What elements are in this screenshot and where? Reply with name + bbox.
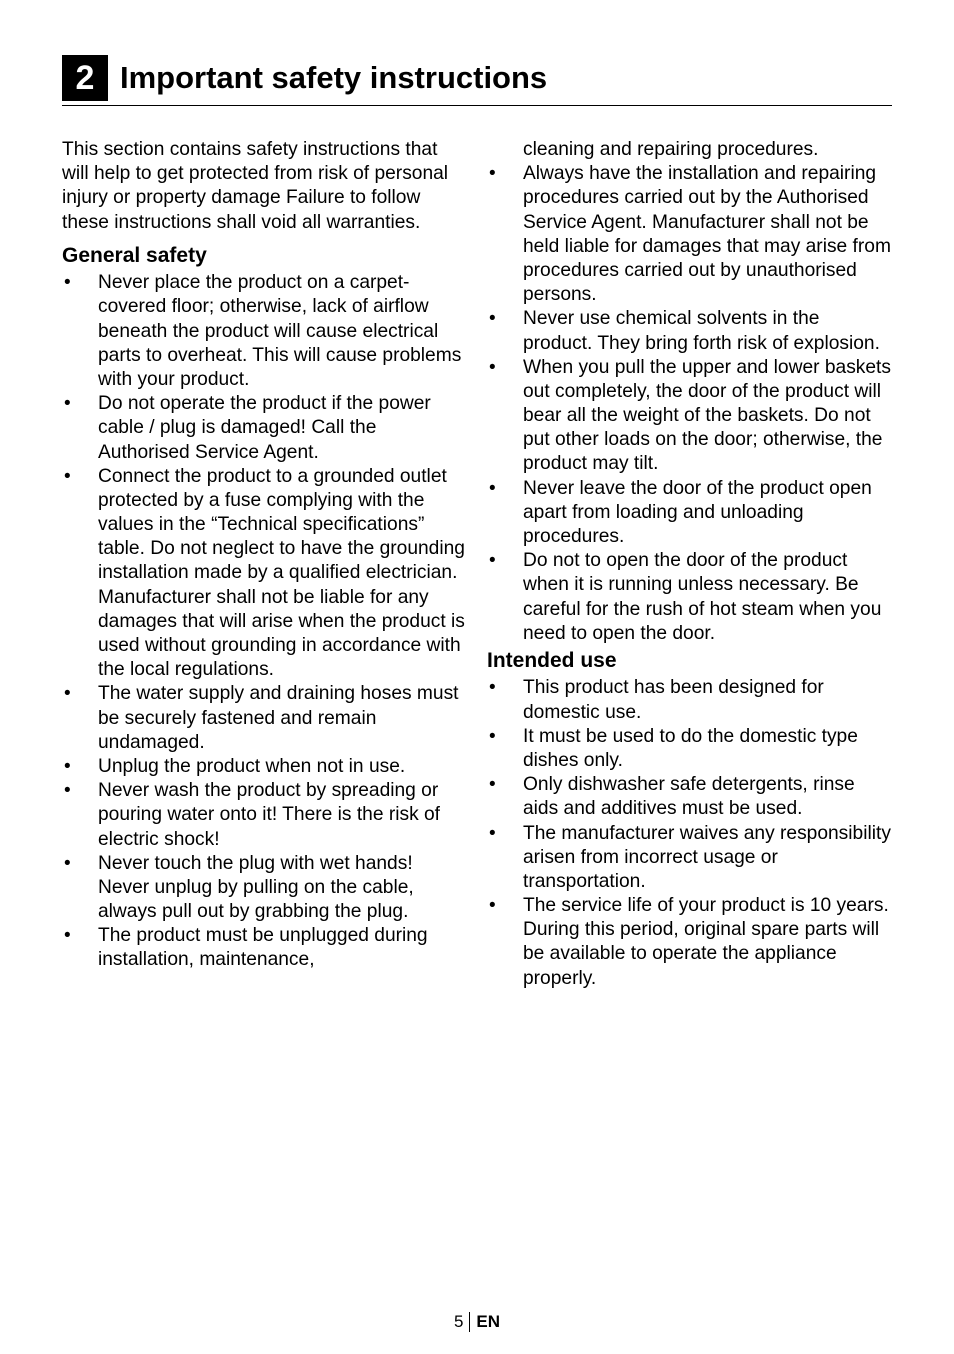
list-item-text: The product must be unplugged during ins… <box>98 924 467 972</box>
list-item: •Do not to open the door of the product … <box>487 549 892 646</box>
page-footer: 5 EN <box>0 1312 954 1332</box>
list-item-text: Never use chemical solvents in the produ… <box>523 307 892 355</box>
list-item-text: Always have the installation and repairi… <box>523 162 892 307</box>
bullet-icon: • <box>487 307 523 331</box>
list-item: •Never leave the door of the product ope… <box>487 477 892 550</box>
list-item: •The water supply and draining hoses mus… <box>62 682 467 755</box>
bullet-icon: • <box>487 822 523 846</box>
section-header: 2 Important safety instructions <box>62 55 892 101</box>
list-item: •Never wash the product by spreading or … <box>62 779 467 852</box>
header-underline <box>62 105 892 106</box>
bullet-icon: • <box>487 356 523 380</box>
content-columns: This section contains safety instruction… <box>62 138 892 991</box>
list-item-text: The service life of your product is 10 y… <box>523 894 892 991</box>
list-item-text: Unplug the product when not in use. <box>98 755 467 779</box>
bullet-icon: • <box>487 549 523 573</box>
list-item: •When you pull the upper and lower baske… <box>487 356 892 477</box>
bullet-icon: • <box>62 852 98 876</box>
subheading-general-safety: General safety <box>62 243 467 269</box>
list-item: •Never use chemical solvents in the prod… <box>487 307 892 355</box>
list-item: •Always have the installation and repair… <box>487 162 892 307</box>
list-item: •The product must be unplugged during in… <box>62 924 467 972</box>
bullet-icon: • <box>487 773 523 797</box>
bullet-icon: • <box>487 894 523 918</box>
right-column: cleaning and repairing procedures. •Alwa… <box>487 138 892 991</box>
general-safety-list: •Never place the product on a carpet-cov… <box>62 271 467 972</box>
bullet-icon: • <box>487 477 523 501</box>
bullet-icon: • <box>62 271 98 295</box>
list-item: •It must be used to do the domestic type… <box>487 725 892 773</box>
list-item-text: Never leave the door of the product open… <box>523 477 892 550</box>
list-item: •Never touch the plug with wet hands! Ne… <box>62 852 467 925</box>
list-item-text: Do not to open the door of the product w… <box>523 549 892 646</box>
list-item: •Only dishwasher safe detergents, rinse … <box>487 773 892 821</box>
list-item: •Never place the product on a carpet-cov… <box>62 271 467 392</box>
list-item-text: When you pull the upper and lower basket… <box>523 356 892 477</box>
list-item: •Do not operate the product if the power… <box>62 392 467 465</box>
list-item-text: Connect the product to a grounded outlet… <box>98 465 467 683</box>
list-item-text: It must be used to do the domestic type … <box>523 725 892 773</box>
list-item-text: Never place the product on a carpet-cove… <box>98 271 467 392</box>
list-item: •The service life of your product is 10 … <box>487 894 892 991</box>
general-safety-list-continued: •Always have the installation and repair… <box>487 162 892 646</box>
list-item-text: The manufacturer waives any responsibili… <box>523 822 892 895</box>
continuation-text: cleaning and repairing procedures. <box>487 138 892 162</box>
language-code: EN <box>476 1312 500 1331</box>
list-item-text: The water supply and draining hoses must… <box>98 682 467 755</box>
list-item: •Connect the product to a grounded outle… <box>62 465 467 683</box>
section-number-box: 2 <box>62 55 108 101</box>
bullet-icon: • <box>62 465 98 489</box>
intended-use-list: •This product has been designed for dome… <box>487 676 892 990</box>
left-column: This section contains safety instruction… <box>62 138 467 991</box>
list-item: •This product has been designed for dome… <box>487 676 892 724</box>
bullet-icon: • <box>62 779 98 803</box>
list-item-text: Never wash the product by spreading or p… <box>98 779 467 852</box>
bullet-icon: • <box>487 725 523 749</box>
bullet-icon: • <box>487 162 523 186</box>
list-item-text: Only dishwasher safe detergents, rinse a… <box>523 773 892 821</box>
bullet-icon: • <box>62 392 98 416</box>
bullet-icon: • <box>487 676 523 700</box>
bullet-icon: • <box>62 682 98 706</box>
list-item-text: Never touch the plug with wet hands! Nev… <box>98 852 467 925</box>
list-item-text: This product has been designed for domes… <box>523 676 892 724</box>
list-item: •The manufacturer waives any responsibil… <box>487 822 892 895</box>
intro-paragraph: This section contains safety instruction… <box>62 138 467 235</box>
section-title: Important safety instructions <box>120 60 547 96</box>
page-number: 5 <box>454 1312 470 1332</box>
section-number: 2 <box>76 59 95 98</box>
bullet-icon: • <box>62 924 98 948</box>
list-item-text: Do not operate the product if the power … <box>98 392 467 465</box>
list-item: •Unplug the product when not in use. <box>62 755 467 779</box>
bullet-icon: • <box>62 755 98 779</box>
subheading-intended-use: Intended use <box>487 648 892 674</box>
